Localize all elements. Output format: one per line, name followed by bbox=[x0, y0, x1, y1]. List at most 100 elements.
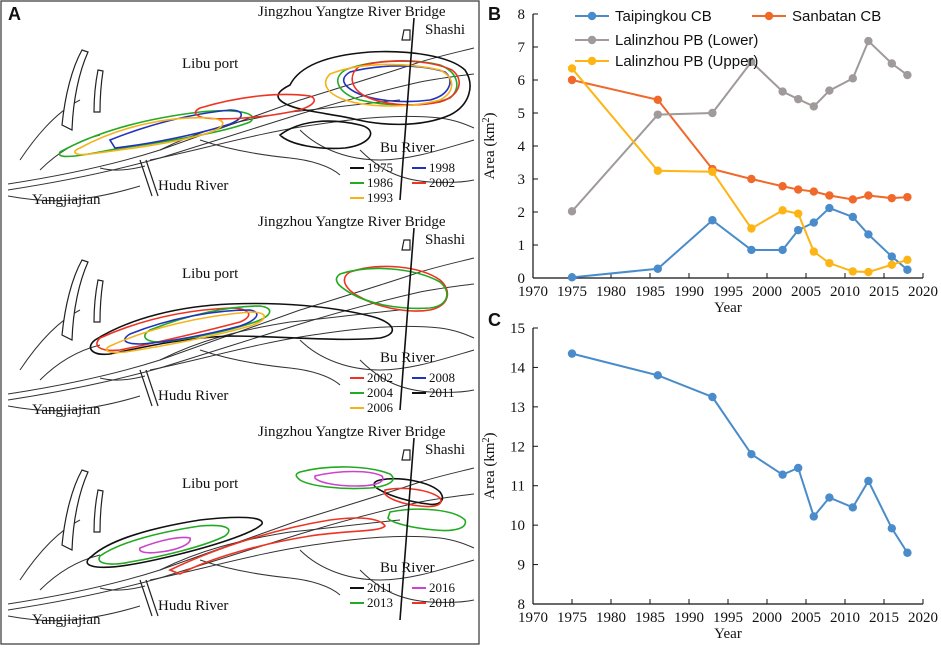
hudu-river-label: Hudu River bbox=[158, 178, 228, 194]
shashi-label: Shashi bbox=[425, 442, 465, 458]
panel-letter: C bbox=[488, 310, 501, 330]
y-tick-label: 14 bbox=[510, 360, 526, 376]
shashi-label: Shashi bbox=[425, 232, 465, 248]
bar-contour bbox=[144, 267, 448, 343]
series-line bbox=[571, 352, 909, 554]
data-point bbox=[653, 110, 662, 119]
groyne-structure bbox=[61, 49, 89, 131]
data-point bbox=[567, 64, 577, 73]
x-tick-label: 1990 bbox=[674, 610, 704, 626]
panel-a-maps: A Jingzhou Yangtze River Bridge Shashi Lib… bbox=[0, 0, 480, 645]
data-point bbox=[809, 102, 818, 111]
bu-river-label: Bu River bbox=[380, 140, 435, 156]
shashi-label: Shashi bbox=[425, 22, 465, 38]
data-point bbox=[653, 371, 662, 380]
data-point bbox=[809, 512, 818, 521]
data-point bbox=[747, 224, 756, 233]
river-banks bbox=[7, 257, 475, 412]
map-2002-2011: Jingzhou Yangtze River Bridge Shashi Libu … bbox=[7, 214, 475, 418]
groynes bbox=[61, 239, 411, 407]
data-point bbox=[794, 185, 803, 194]
data-point bbox=[794, 225, 803, 235]
bar-contour bbox=[277, 50, 471, 150]
legend-year: 1975 bbox=[367, 160, 393, 175]
legend-label: Taipingkou CB bbox=[615, 8, 712, 25]
legend-year: 1998 bbox=[429, 160, 455, 175]
y-axis-title: Area (km2) bbox=[481, 432, 499, 499]
bridge-line bbox=[399, 17, 415, 201]
x-tick-label: 1995 bbox=[713, 284, 743, 300]
bar-contour bbox=[124, 309, 258, 345]
data-point bbox=[778, 87, 787, 96]
data-point bbox=[864, 476, 873, 486]
y-tick-label: 12 bbox=[510, 439, 525, 455]
bridge-label: Jingzhou Yangtze River Bridge bbox=[258, 4, 446, 20]
river-bank-line bbox=[149, 535, 475, 581]
yangjiajian-label: Yangjiajian bbox=[32, 402, 101, 418]
river-bank-line bbox=[99, 585, 146, 591]
groynes bbox=[61, 449, 411, 617]
x-tick-label: 2000 bbox=[752, 284, 782, 300]
legend-year: 2018 bbox=[429, 595, 455, 610]
river-bank-line bbox=[299, 129, 475, 161]
legend-marker bbox=[764, 11, 774, 21]
map-legend: 2011 2016 2013 2018 bbox=[350, 580, 456, 610]
river-bank-line bbox=[149, 325, 475, 371]
river-bank-line bbox=[7, 283, 475, 401]
data-point bbox=[708, 108, 717, 118]
x-tick-label: 1975 bbox=[557, 610, 587, 626]
data-point bbox=[887, 252, 896, 261]
data-point bbox=[747, 174, 756, 184]
series-line bbox=[571, 39, 908, 213]
x-tick-label: 1990 bbox=[674, 284, 704, 300]
x-tick-label: 2010 bbox=[830, 610, 860, 626]
legend-year: 2004 bbox=[367, 385, 394, 400]
river-maps: A Jingzhou Yangtze River Bridge Shashi Lib… bbox=[0, 0, 480, 645]
x-tick-label: 2010 bbox=[830, 284, 860, 300]
groyne-structure bbox=[401, 29, 411, 41]
data-point bbox=[887, 260, 896, 269]
y-axis-title-base: Area (km bbox=[482, 442, 498, 499]
groyne-structure bbox=[93, 489, 104, 533]
data-point bbox=[653, 95, 662, 105]
legend-year: 2002 bbox=[429, 175, 455, 190]
data-point bbox=[778, 470, 787, 479]
x-tick-label: 2000 bbox=[752, 610, 782, 626]
x-tick-label: 2020 bbox=[908, 610, 938, 626]
x-tick-label: 2015 bbox=[869, 284, 899, 300]
river-bank-line bbox=[359, 149, 475, 183]
x-tick-label: 1975 bbox=[557, 284, 587, 300]
y-tick-label: 8 bbox=[518, 7, 526, 23]
river-bank-line bbox=[199, 559, 341, 596]
legend-marker bbox=[587, 56, 597, 66]
chart-b-area-by-bar: B 0 1 2 3 4 5 6 7 8 1970 1975 1980 1985 1990 1995 2000 20… bbox=[481, 4, 939, 316]
x-axis-title: Year bbox=[714, 300, 742, 316]
libu-port-label: Libu port bbox=[182, 476, 239, 492]
y-axis-title-sup: 2 bbox=[481, 437, 492, 442]
y-tick-label: 7 bbox=[518, 40, 526, 56]
bar-contour bbox=[138, 470, 384, 554]
groyne-structure bbox=[93, 279, 104, 323]
data-point bbox=[864, 36, 873, 46]
data-point bbox=[747, 449, 756, 459]
panel-a-letter: A bbox=[8, 4, 21, 24]
data-point bbox=[778, 182, 787, 191]
river-bank-line bbox=[7, 493, 475, 611]
x-tick-label: 1970 bbox=[518, 284, 548, 300]
y-axis-title-end: ) bbox=[482, 432, 498, 437]
river-bank-line bbox=[7, 257, 475, 395]
x-tick-label: 2015 bbox=[869, 610, 899, 626]
bu-river-label: Bu River bbox=[380, 350, 435, 366]
river-bank-line bbox=[7, 395, 141, 412]
river-bank-line bbox=[299, 339, 475, 371]
data-point bbox=[708, 167, 717, 176]
x-tick-label: 1980 bbox=[596, 284, 626, 300]
legend-year: 2008 bbox=[429, 370, 455, 385]
libu-port-label: Libu port bbox=[182, 56, 239, 72]
y-axis-title: Area (km2) bbox=[481, 112, 499, 179]
legend-year: 2016 bbox=[429, 580, 456, 595]
y-tick-label: 6 bbox=[518, 73, 526, 89]
y-axis-title-sup: 2 bbox=[481, 117, 492, 122]
data-point bbox=[809, 247, 818, 256]
